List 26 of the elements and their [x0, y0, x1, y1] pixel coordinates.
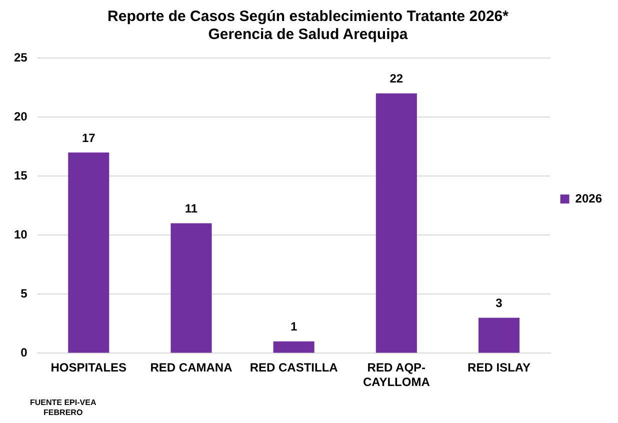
bar [376, 93, 417, 353]
bar [170, 223, 212, 353]
bar [273, 341, 314, 353]
data-label: 1 [290, 320, 298, 334]
data-label: 11 [184, 202, 198, 216]
source-note: FUENTE EPI-VEA [30, 398, 96, 408]
y-tick-label: 5 [20, 286, 28, 300]
y-tick-label: 15 [14, 168, 28, 182]
data-label: 3 [496, 296, 503, 310]
y-tick-label: 20 [14, 109, 28, 124]
y-tick-label: 10 [14, 227, 28, 242]
data-label: 17 [82, 130, 96, 145]
legend-label: 2026 [575, 191, 602, 206]
bar [478, 318, 520, 353]
data-label: 22 [390, 72, 404, 86]
y-tick-label: 25 [14, 50, 28, 64]
x-tick-label: RED CASTILLA [250, 360, 338, 375]
bar [68, 152, 110, 353]
x-tick-label: RED AQP-CAYLLOMA [362, 360, 430, 390]
y-tick-label: 0 [20, 346, 28, 360]
x-tick-label: RED CAMANA [150, 360, 233, 375]
text: FEBRERO [42, 408, 84, 418]
x-tick-label: RED ISLAY [468, 360, 530, 375]
chart-subtitle: Gerencia de Salud Arequipa [208, 26, 408, 44]
x-tick-label: HOSPITALES [50, 360, 127, 375]
chart-title: Reporte de Casos Según establecimiento Tratante 2026* [108, 8, 509, 26]
